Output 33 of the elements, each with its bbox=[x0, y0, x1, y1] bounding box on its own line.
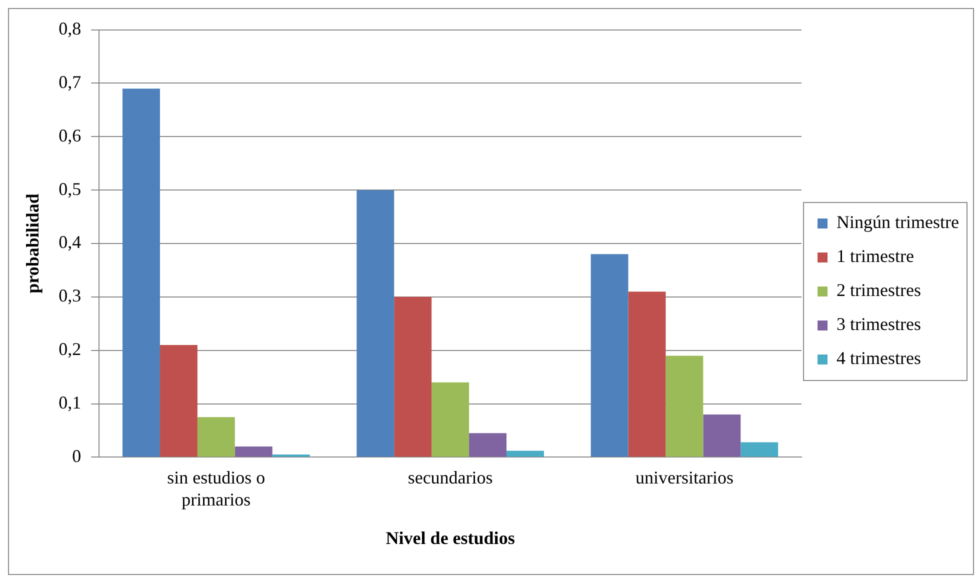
y-tick-label: 0,8 bbox=[58, 18, 82, 39]
bar bbox=[740, 442, 778, 457]
legend-label: 4 trimestres bbox=[836, 348, 922, 368]
x-axis-title: Nivel de estudios bbox=[386, 528, 515, 548]
y-tick-label: 0,4 bbox=[58, 232, 82, 252]
x-tick-label: universitarios bbox=[635, 468, 734, 488]
y-tick-label: 0,1 bbox=[58, 392, 82, 413]
bar bbox=[703, 414, 741, 457]
bar bbox=[160, 345, 198, 457]
y-tick-label: 0 bbox=[72, 446, 82, 466]
bar bbox=[469, 433, 507, 457]
bar bbox=[666, 356, 704, 457]
bar bbox=[356, 190, 394, 457]
y-tick-label: 0,3 bbox=[58, 286, 82, 306]
x-tick-label: secundarios bbox=[408, 468, 493, 488]
bar bbox=[197, 417, 235, 457]
y-tick-label: 0,6 bbox=[58, 125, 82, 146]
y-tick-label: 0,5 bbox=[58, 178, 82, 199]
legend-label: 1 trimestre bbox=[836, 246, 914, 266]
bar bbox=[394, 296, 432, 457]
legend-label: 2 trimestres bbox=[836, 280, 922, 300]
legend-label: Ningún trimestre bbox=[836, 212, 960, 232]
bar bbox=[234, 446, 272, 457]
x-tick-label: sin estudios o primarios bbox=[167, 468, 266, 510]
bar bbox=[122, 88, 160, 457]
y-axis-title: probabilidad bbox=[22, 194, 42, 294]
legend-label: 3 trimestres bbox=[836, 314, 922, 334]
y-tick-label: 0,2 bbox=[58, 339, 82, 360]
bar bbox=[506, 450, 544, 457]
bar bbox=[590, 254, 628, 457]
bar bbox=[628, 292, 666, 457]
bar bbox=[432, 382, 470, 457]
y-tick-label: 0,7 bbox=[58, 72, 82, 92]
